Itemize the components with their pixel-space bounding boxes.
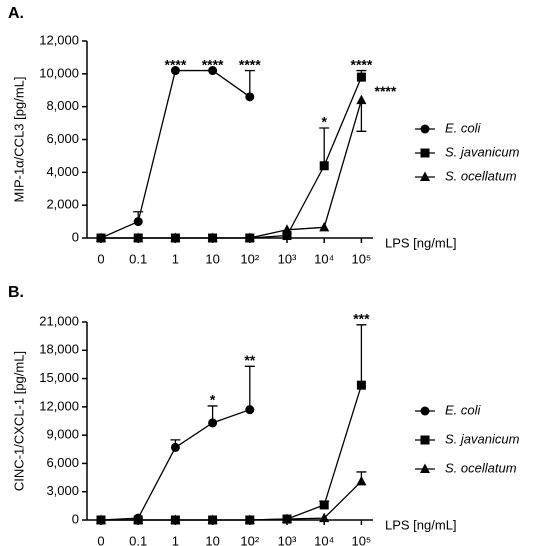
data-point — [96, 232, 106, 242]
data-point — [170, 66, 180, 76]
data-point — [356, 475, 367, 486]
y-tick-label: 8,000 — [46, 98, 79, 113]
significance: **** — [165, 56, 187, 72]
y-tick-label: 21,000 — [39, 313, 79, 328]
data-point — [356, 94, 367, 105]
y-tick-label: 0 — [72, 229, 79, 244]
series-line — [100, 69, 251, 239]
data-point — [170, 442, 180, 452]
data-point — [282, 224, 292, 234]
legend-marker — [420, 463, 430, 473]
legend-label: S. javanicum — [445, 431, 520, 446]
x-tick-label: 10 — [205, 533, 219, 546]
y-tick-label: 18,000 — [39, 342, 79, 357]
data-point — [319, 500, 329, 510]
panel-label: B. — [8, 284, 24, 301]
series-line — [101, 384, 363, 521]
error-bar — [356, 100, 367, 132]
significance: * — [210, 392, 216, 408]
y-tick-label: 3,000 — [46, 483, 79, 498]
data-point — [356, 380, 366, 390]
x-tick-label: 10⁵ — [351, 251, 371, 266]
legend-label: S. ocellatum — [445, 168, 517, 183]
data-point — [319, 161, 329, 171]
error-bar — [356, 324, 367, 386]
legend-marker — [420, 171, 430, 181]
data-point — [245, 405, 255, 415]
error-bar — [319, 127, 330, 166]
data-point — [244, 232, 255, 242]
y-tick-label: 15,000 — [39, 370, 79, 385]
data-point — [208, 418, 218, 428]
data-point — [282, 513, 292, 524]
data-point — [170, 232, 181, 242]
y-tick-label: 2,000 — [46, 197, 79, 212]
x-tick-label: 0.1 — [129, 533, 147, 546]
y-axis-label: CINC-1/CXCL-1 [pg/mL] — [11, 351, 26, 491]
data-point — [244, 514, 255, 524]
data-point — [96, 514, 106, 524]
x-tick-label: 0.1 — [129, 251, 147, 266]
x-tick-label: 10² — [240, 533, 259, 546]
x-tick-label: 1 — [172, 251, 179, 266]
x-tick-label: 10⁵ — [351, 533, 371, 546]
data-point — [319, 221, 330, 232]
data-point — [319, 512, 330, 523]
x-axis-label: LPS [ng/mL] — [385, 517, 457, 532]
x-tick-label: 10³ — [278, 533, 297, 546]
significance: * — [321, 114, 327, 130]
y-tick-label: 4,000 — [46, 164, 79, 179]
data-point — [207, 232, 218, 242]
y-tick-label: 10,000 — [39, 65, 79, 80]
data-point — [170, 514, 181, 524]
error-bar — [244, 365, 255, 410]
y-tick-label: 6,000 — [46, 455, 79, 470]
x-axis-label: LPS [ng/mL] — [385, 235, 457, 250]
legend-label: E. coli — [445, 120, 482, 135]
legend-label: S. javanicum — [445, 144, 520, 159]
x-tick-label: 0 — [97, 251, 104, 266]
y-tick-label: 12,000 — [39, 32, 79, 47]
x-tick-label: 10⁴ — [314, 533, 334, 546]
legend-label: E. coli — [445, 402, 482, 417]
y-tick-label: 0 — [72, 511, 79, 526]
x-tick-label: 1 — [172, 533, 179, 546]
x-tick-label: 10 — [205, 251, 219, 266]
data-point — [245, 92, 255, 102]
x-tick-label: 10⁴ — [314, 251, 334, 266]
y-axis-label: MIP-1α/CCL3 [pg/mL] — [11, 76, 26, 202]
data-point — [208, 66, 218, 76]
panel-label: A. — [8, 5, 24, 22]
significance: **** — [202, 56, 224, 72]
series-line — [101, 99, 363, 239]
legend-label: S. ocellatum — [445, 460, 517, 475]
series-line — [100, 409, 251, 521]
data-point — [207, 514, 218, 524]
significance: *** — [353, 311, 370, 327]
y-tick-label: 9,000 — [46, 427, 79, 442]
y-tick-label: 12,000 — [39, 398, 79, 413]
x-tick-label: 10² — [240, 251, 259, 266]
data-point — [133, 217, 143, 227]
significance: ** — [244, 352, 255, 368]
data-point — [133, 514, 144, 524]
data-point — [282, 231, 292, 241]
significance: **** — [351, 56, 373, 72]
significance: **** — [239, 56, 261, 72]
significance: **** — [375, 83, 397, 99]
data-point — [356, 72, 366, 82]
x-tick-label: 10³ — [278, 251, 297, 266]
x-tick-label: 0 — [97, 533, 104, 546]
y-tick-label: 6,000 — [46, 131, 79, 146]
series-line — [101, 480, 362, 521]
data-point — [133, 232, 144, 242]
